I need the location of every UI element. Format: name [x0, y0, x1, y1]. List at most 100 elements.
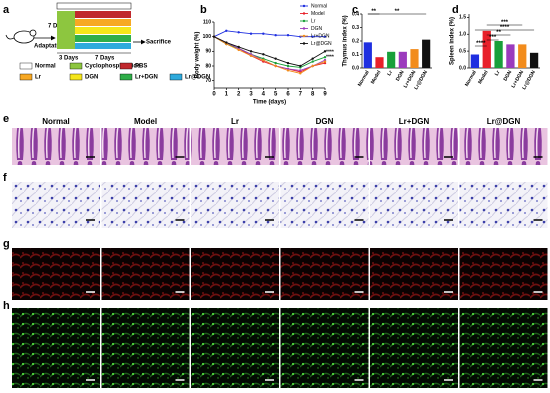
bar-dgn: [75, 27, 131, 34]
legend-swatch: [69, 73, 83, 81]
column-label: Lr: [231, 117, 239, 126]
significance: **: [371, 9, 376, 15]
legend-label: Lr+DGN: [311, 33, 330, 39]
bar-lrdgn: [75, 35, 131, 42]
mouse-icon: [5, 29, 37, 44]
data-point: [323, 50, 327, 53]
y-tick-label: 1.0: [459, 32, 466, 38]
data-point: [237, 45, 240, 49]
y-tick-label: 0.0: [352, 65, 359, 71]
x-tick-label: 1: [225, 92, 229, 98]
panel-letter: b: [200, 4, 207, 16]
legend-swatch: [19, 73, 33, 81]
legend-label: DGN: [311, 26, 323, 32]
x-tick-label: Normal: [357, 69, 371, 87]
legend-swatch: [69, 62, 83, 70]
panel-letter: f: [3, 172, 7, 184]
bar: [422, 39, 431, 68]
legend-marker: [302, 4, 306, 8]
data-point: [237, 31, 240, 34]
y-tick-label: 110: [203, 19, 211, 25]
x-tick-label: 2: [237, 92, 241, 98]
data-point: [299, 69, 302, 72]
legend-label: Normal: [35, 64, 56, 70]
bar-lr: [75, 19, 131, 26]
micrograph: [12, 128, 100, 165]
period-label: Adaptation: [34, 44, 66, 50]
column-label: DGN: [316, 117, 334, 126]
y-tick-label: 0.1: [352, 52, 359, 58]
data-point: [286, 61, 290, 65]
y-tick-label: 80: [205, 63, 211, 69]
data-point: [274, 57, 277, 60]
data-point: [274, 64, 277, 68]
x-tick-label: DGN: [503, 69, 514, 82]
data-point: [323, 60, 327, 63]
bar: [375, 57, 384, 68]
x-tick-label: Normal: [464, 69, 478, 87]
y-tick-label: 0.4: [352, 11, 359, 17]
legend-swatch: [119, 62, 133, 70]
legend-label: DGN: [85, 75, 98, 81]
series-line: [213, 36, 326, 68]
endpoint-label: Sacrifice: [146, 40, 172, 46]
legend-marker: [302, 42, 306, 45]
data-point: [311, 57, 314, 60]
data-point: [262, 58, 265, 62]
column-label: Model: [134, 117, 157, 126]
legend-swatch: [169, 73, 183, 81]
data-point: [311, 60, 314, 63]
legend-marker: [302, 34, 306, 38]
x-tick-label: Lr: [494, 70, 502, 77]
panel-letter: e: [3, 113, 9, 125]
data-point: [249, 32, 253, 35]
significance: ****: [476, 41, 486, 47]
data-point: [299, 72, 302, 75]
y-tick-label: 0.2: [352, 38, 359, 44]
micrograph: [459, 128, 548, 165]
y-axis-title: Body weight (%): [195, 32, 201, 79]
legend-swatch: [119, 73, 133, 81]
legend-label: Normal: [311, 3, 327, 9]
legend-marker: [302, 12, 306, 15]
panel-letter: d: [452, 4, 459, 16]
legend-label: Cyclophosphamide: [85, 64, 141, 70]
column-label: Lr+DGN: [399, 117, 430, 126]
legend-label: PBS: [135, 64, 147, 70]
data-point: [286, 64, 290, 68]
data-point: [286, 69, 290, 72]
bar: [518, 44, 527, 68]
y-tick-label: 0.0: [459, 65, 466, 71]
bar-pbs: [75, 11, 131, 18]
legend-label: Lr: [311, 18, 316, 24]
column-label: Normal: [42, 117, 70, 126]
micrograph: [280, 248, 369, 300]
data-point: [225, 29, 228, 32]
bar: [398, 51, 407, 68]
micrograph: [370, 128, 458, 165]
series-line: [213, 36, 326, 67]
x-tick-label: 7: [299, 92, 303, 98]
significance: **: [496, 30, 501, 36]
y-axis-title: Spleen index (%): [450, 17, 456, 65]
bar-cyclo: [57, 11, 75, 49]
x-tick-label: DGN: [395, 69, 406, 82]
significance: ****: [500, 25, 510, 31]
legend-marker: [302, 19, 306, 23]
legend-label: Lr+DGN: [135, 75, 158, 81]
series-line: [213, 36, 326, 74]
significance: ****: [326, 49, 334, 55]
schematic: 7 Days Adaptation Sacrifice 3 Days 7 Day…: [5, 2, 210, 81]
bar: [494, 41, 503, 68]
x-tick-label: 3: [249, 92, 253, 98]
column-label: Lr@DGN: [487, 117, 521, 126]
x-tick-label: 6: [286, 92, 290, 98]
micrograph: [370, 308, 458, 388]
micrograph: [459, 182, 548, 228]
bar: [482, 30, 491, 68]
legend-marker: [302, 27, 306, 30]
micrograph: [459, 248, 548, 300]
micrograph: [191, 248, 279, 300]
x-tick-label: Model: [477, 69, 490, 85]
